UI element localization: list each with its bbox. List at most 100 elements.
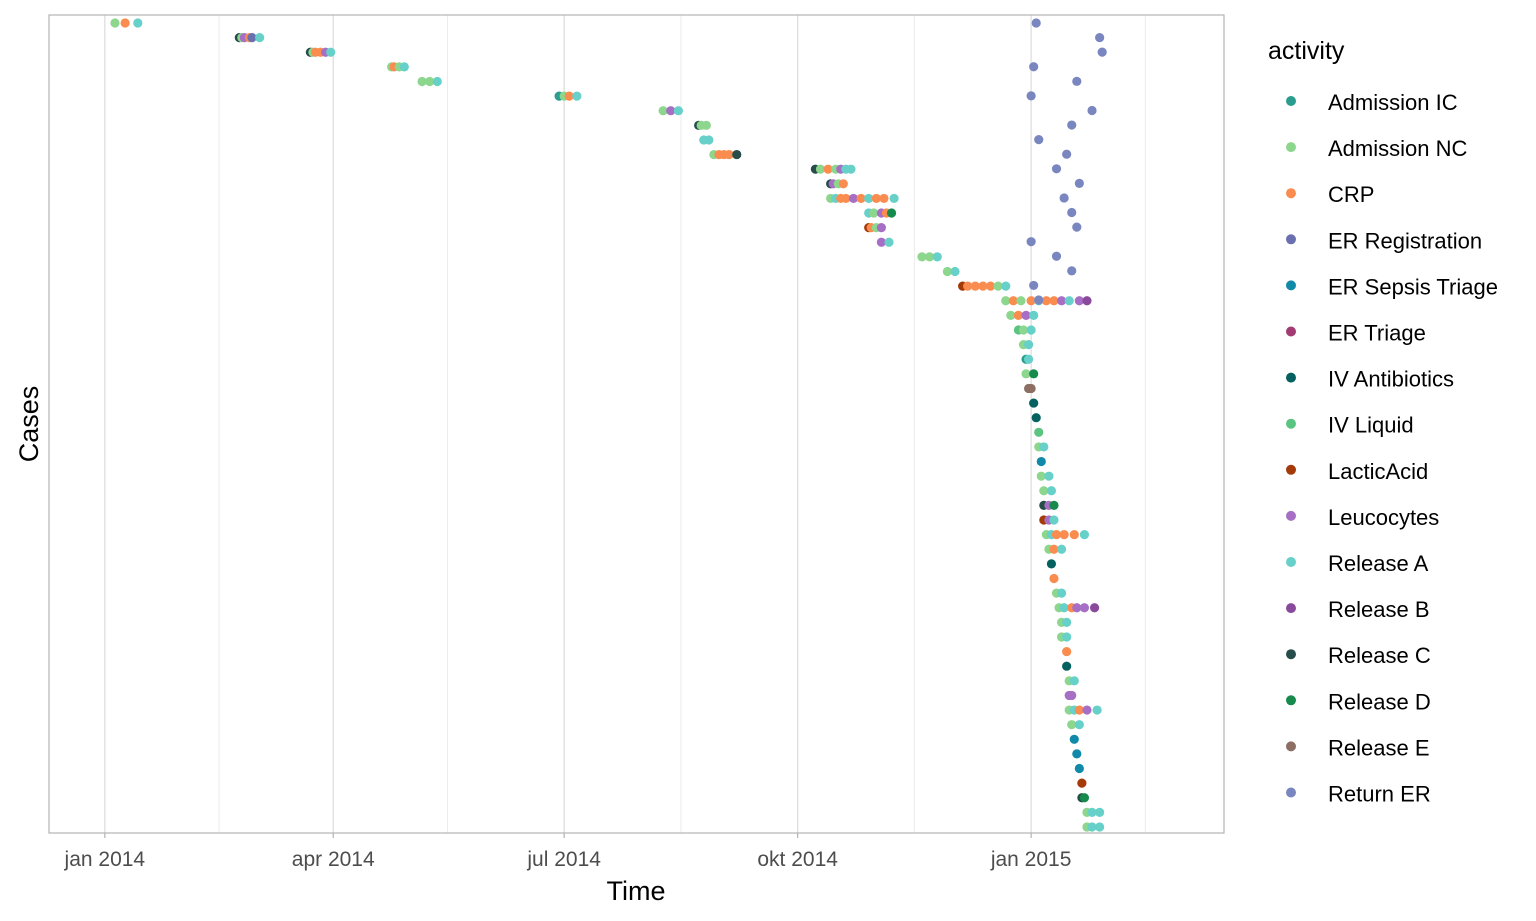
data-point	[1049, 573, 1059, 584]
data-point	[1034, 427, 1044, 437]
data-point	[1023, 340, 1034, 350]
data-point	[1087, 822, 1097, 832]
legend-key	[1286, 557, 1296, 567]
x-tick-label: jan 2015	[990, 848, 1072, 871]
data-point	[1006, 310, 1016, 320]
data-point	[1059, 530, 1069, 540]
data-point	[1062, 632, 1072, 642]
data-point	[1077, 778, 1087, 788]
data-point	[1059, 603, 1069, 613]
legend-key	[1286, 418, 1296, 429]
y-axis-title: Cases	[14, 386, 44, 463]
legend-key	[1286, 96, 1296, 106]
data-point	[1049, 296, 1059, 306]
data-point	[1041, 296, 1051, 306]
data-point-return-er	[1034, 295, 1044, 305]
data-point	[815, 164, 826, 174]
data-point	[666, 106, 676, 116]
data-point	[1039, 442, 1049, 452]
data-point	[673, 106, 683, 116]
legend-label: ER Sepsis Triage	[1328, 274, 1498, 299]
data-point	[120, 18, 130, 28]
legend-key	[1286, 649, 1296, 660]
data-point-return-er	[1074, 178, 1084, 188]
data-point	[1074, 296, 1084, 306]
data-point	[869, 208, 879, 218]
data-point-return-er	[1097, 47, 1107, 57]
data-point	[658, 106, 668, 116]
data-point	[1079, 530, 1090, 540]
data-point	[1079, 603, 1090, 613]
data-point-return-er	[1067, 120, 1077, 130]
data-point	[1036, 471, 1046, 481]
data-point	[1013, 310, 1024, 320]
data-point	[572, 91, 582, 101]
data-point	[1051, 530, 1062, 540]
data-point	[1089, 603, 1100, 613]
data-point	[1062, 661, 1072, 671]
data-point-return-er	[1034, 135, 1044, 145]
data-point	[1026, 383, 1036, 394]
legend-label: ER Triage	[1328, 321, 1426, 346]
data-point	[942, 266, 952, 277]
data-point	[876, 237, 886, 247]
data-point-return-er	[1029, 280, 1039, 291]
data-point-return-er	[1026, 91, 1036, 101]
data-point-return-er	[1072, 76, 1082, 86]
data-point	[1021, 310, 1031, 320]
legend-label: IV Antibiotics	[1328, 367, 1454, 392]
legend-key	[1286, 188, 1296, 199]
data-point	[970, 281, 980, 291]
data-point	[399, 62, 409, 72]
data-point	[838, 179, 848, 189]
legend-label: Release D	[1328, 689, 1431, 714]
data-point	[247, 33, 257, 43]
data-point	[1026, 325, 1036, 335]
legend-key	[1286, 787, 1296, 798]
data-point	[425, 76, 435, 87]
data-point-return-er	[1051, 164, 1062, 174]
data-point	[1074, 763, 1084, 774]
data-point	[1056, 296, 1067, 306]
data-point	[1056, 544, 1067, 554]
legend-label: Admission IC	[1328, 90, 1458, 115]
legend-label: IV Liquid	[1328, 413, 1414, 438]
data-point	[1036, 456, 1046, 467]
data-point	[1067, 690, 1077, 701]
legend-key	[1286, 280, 1296, 291]
data-point	[1082, 705, 1092, 715]
data-point	[1062, 646, 1072, 657]
x-tick-label: okt 2014	[757, 848, 838, 871]
data-point	[884, 237, 894, 247]
legend-label: Release B	[1328, 597, 1430, 622]
data-point-return-er	[1026, 237, 1036, 247]
legend-label: Release E	[1328, 735, 1430, 760]
data-point	[963, 281, 973, 291]
plot-background	[49, 15, 1224, 833]
data-point	[978, 281, 988, 291]
data-point	[950, 266, 960, 277]
data-point-return-er	[1072, 222, 1082, 232]
legend-label: CRP	[1328, 182, 1374, 207]
data-point	[1029, 398, 1039, 408]
data-point-return-er	[1067, 207, 1077, 218]
data-point	[701, 120, 711, 130]
data-point	[326, 47, 336, 57]
legend-label: Leucocytes	[1328, 505, 1439, 530]
legend-key	[1286, 464, 1296, 475]
legend-key	[1286, 372, 1296, 383]
plot-border	[48, 14, 1225, 834]
data-point	[133, 18, 143, 28]
grid-lines	[104, 15, 1146, 833]
data-point	[1016, 296, 1026, 306]
data-point-return-er	[1029, 62, 1039, 72]
data-point-return-er	[1067, 266, 1077, 276]
data-point	[732, 149, 742, 160]
data-point	[1046, 486, 1057, 496]
data-point	[1023, 354, 1034, 364]
data-point	[417, 76, 427, 87]
data-point	[1044, 471, 1054, 481]
data-point	[993, 281, 1003, 291]
data-point	[848, 193, 859, 204]
